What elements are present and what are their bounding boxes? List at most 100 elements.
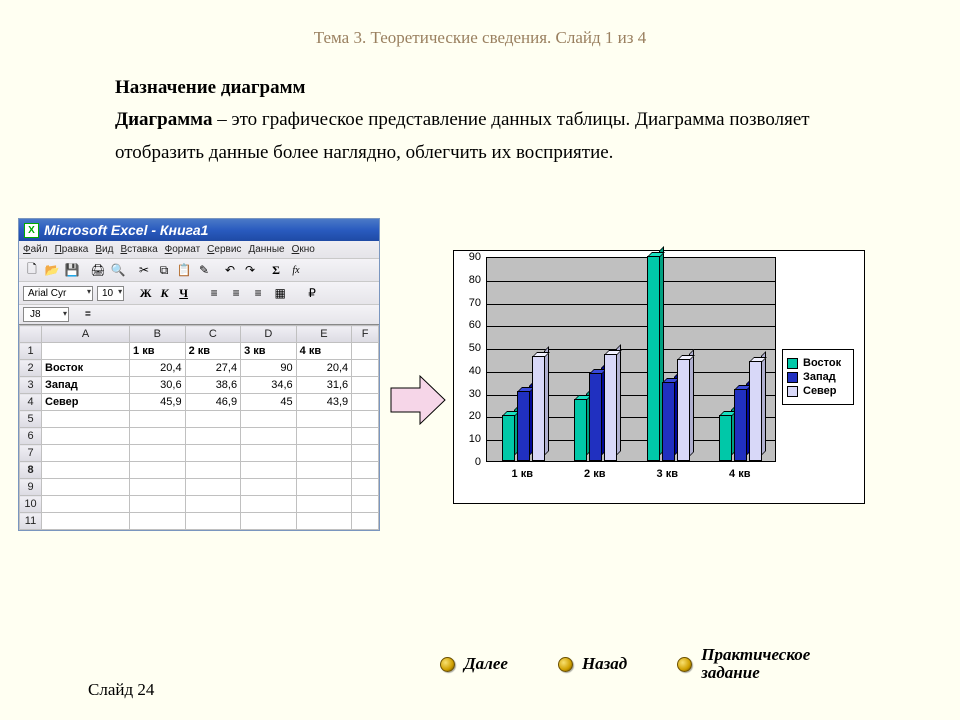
- column-header[interactable]: D: [241, 326, 297, 343]
- cell[interactable]: 45,9: [130, 394, 186, 411]
- cell[interactable]: [241, 496, 297, 513]
- column-header[interactable]: [20, 326, 42, 343]
- row-header[interactable]: 3: [20, 377, 42, 394]
- cell[interactable]: 38,6: [185, 377, 241, 394]
- cell[interactable]: [352, 428, 379, 445]
- cell[interactable]: [241, 445, 297, 462]
- cell[interactable]: [185, 462, 241, 479]
- cell[interactable]: [352, 360, 379, 377]
- cell[interactable]: 45: [241, 394, 297, 411]
- name-box[interactable]: J8: [23, 307, 69, 322]
- cell[interactable]: 1 кв: [130, 343, 186, 360]
- cell[interactable]: [241, 513, 297, 530]
- cell[interactable]: [296, 445, 352, 462]
- font-size-combo[interactable]: 10: [97, 286, 124, 301]
- cell[interactable]: [352, 377, 379, 394]
- cell[interactable]: [296, 411, 352, 428]
- row-header[interactable]: 9: [20, 479, 42, 496]
- cell[interactable]: Север: [42, 394, 130, 411]
- cell[interactable]: [241, 462, 297, 479]
- menu-item[interactable]: Данные: [248, 244, 284, 255]
- cell[interactable]: [352, 496, 379, 513]
- cell[interactable]: [296, 496, 352, 513]
- back-link[interactable]: Назад: [558, 654, 627, 674]
- cell[interactable]: [352, 394, 379, 411]
- cell[interactable]: [296, 479, 352, 496]
- cell[interactable]: 3 кв: [241, 343, 297, 360]
- cell[interactable]: Запад: [42, 377, 130, 394]
- cell[interactable]: [352, 479, 379, 496]
- cell[interactable]: [42, 462, 130, 479]
- row-header[interactable]: 4: [20, 394, 42, 411]
- cell[interactable]: 30,6: [130, 377, 186, 394]
- redo-icon[interactable]: ↷: [241, 261, 259, 279]
- menu-item[interactable]: Правка: [55, 244, 89, 255]
- cell[interactable]: [42, 343, 130, 360]
- cell[interactable]: [352, 411, 379, 428]
- fx-icon[interactable]: fx: [287, 261, 305, 279]
- cell[interactable]: [185, 513, 241, 530]
- cell[interactable]: 43,9: [296, 394, 352, 411]
- cell[interactable]: Восток: [42, 360, 130, 377]
- cut-icon[interactable]: ✂: [135, 261, 153, 279]
- column-header[interactable]: B: [130, 326, 186, 343]
- merge-icon[interactable]: ▦: [271, 284, 289, 302]
- cell[interactable]: 2 кв: [185, 343, 241, 360]
- font-name-combo[interactable]: Arial Cyr: [23, 286, 93, 301]
- cell[interactable]: [352, 462, 379, 479]
- cell[interactable]: [130, 462, 186, 479]
- align-right-icon[interactable]: ≡: [249, 284, 267, 302]
- save-icon[interactable]: 💾: [63, 261, 81, 279]
- row-header[interactable]: 11: [20, 513, 42, 530]
- align-left-icon[interactable]: ≡: [205, 284, 223, 302]
- cell[interactable]: [130, 479, 186, 496]
- row-header[interactable]: 7: [20, 445, 42, 462]
- column-header[interactable]: A: [42, 326, 130, 343]
- cell[interactable]: [42, 428, 130, 445]
- cell[interactable]: [352, 343, 379, 360]
- align-center-icon[interactable]: ≡: [227, 284, 245, 302]
- brush-icon[interactable]: ✎: [195, 261, 213, 279]
- underline-button[interactable]: Ч: [176, 286, 191, 301]
- cell[interactable]: [42, 411, 130, 428]
- cell[interactable]: 90: [241, 360, 297, 377]
- row-header[interactable]: 10: [20, 496, 42, 513]
- cell[interactable]: [352, 513, 379, 530]
- cell[interactable]: [296, 513, 352, 530]
- new-icon[interactable]: 🗋: [23, 261, 41, 279]
- cell[interactable]: [42, 445, 130, 462]
- menu-item[interactable]: Формат: [165, 244, 201, 255]
- preview-icon[interactable]: 🔍: [109, 261, 127, 279]
- row-header[interactable]: 8: [20, 462, 42, 479]
- cell[interactable]: 31,6: [296, 377, 352, 394]
- cell[interactable]: [296, 428, 352, 445]
- copy-icon[interactable]: ⧉: [155, 261, 173, 279]
- menu-item[interactable]: Окно: [292, 244, 315, 255]
- cell[interactable]: [130, 428, 186, 445]
- cell[interactable]: 46,9: [185, 394, 241, 411]
- column-header[interactable]: F: [352, 326, 379, 343]
- cell[interactable]: [130, 513, 186, 530]
- menu-item[interactable]: Вставка: [120, 244, 157, 255]
- next-link[interactable]: Далее: [440, 654, 508, 674]
- cell[interactable]: [352, 445, 379, 462]
- bold-button[interactable]: Ж: [138, 286, 153, 301]
- cell[interactable]: [241, 479, 297, 496]
- cell[interactable]: [241, 428, 297, 445]
- cell[interactable]: [130, 496, 186, 513]
- paste-icon[interactable]: 📋: [175, 261, 193, 279]
- row-header[interactable]: 1: [20, 343, 42, 360]
- task-link[interactable]: Практическоезадание: [677, 646, 810, 682]
- cell[interactable]: [42, 496, 130, 513]
- cell[interactable]: 4 кв: [296, 343, 352, 360]
- column-header[interactable]: C: [185, 326, 241, 343]
- column-header[interactable]: E: [296, 326, 352, 343]
- cell[interactable]: [241, 411, 297, 428]
- row-header[interactable]: 2: [20, 360, 42, 377]
- cell[interactable]: 20,4: [130, 360, 186, 377]
- cell[interactable]: [296, 462, 352, 479]
- currency-icon[interactable]: ₽: [303, 284, 321, 302]
- cell[interactable]: [185, 496, 241, 513]
- cell[interactable]: [185, 428, 241, 445]
- row-header[interactable]: 5: [20, 411, 42, 428]
